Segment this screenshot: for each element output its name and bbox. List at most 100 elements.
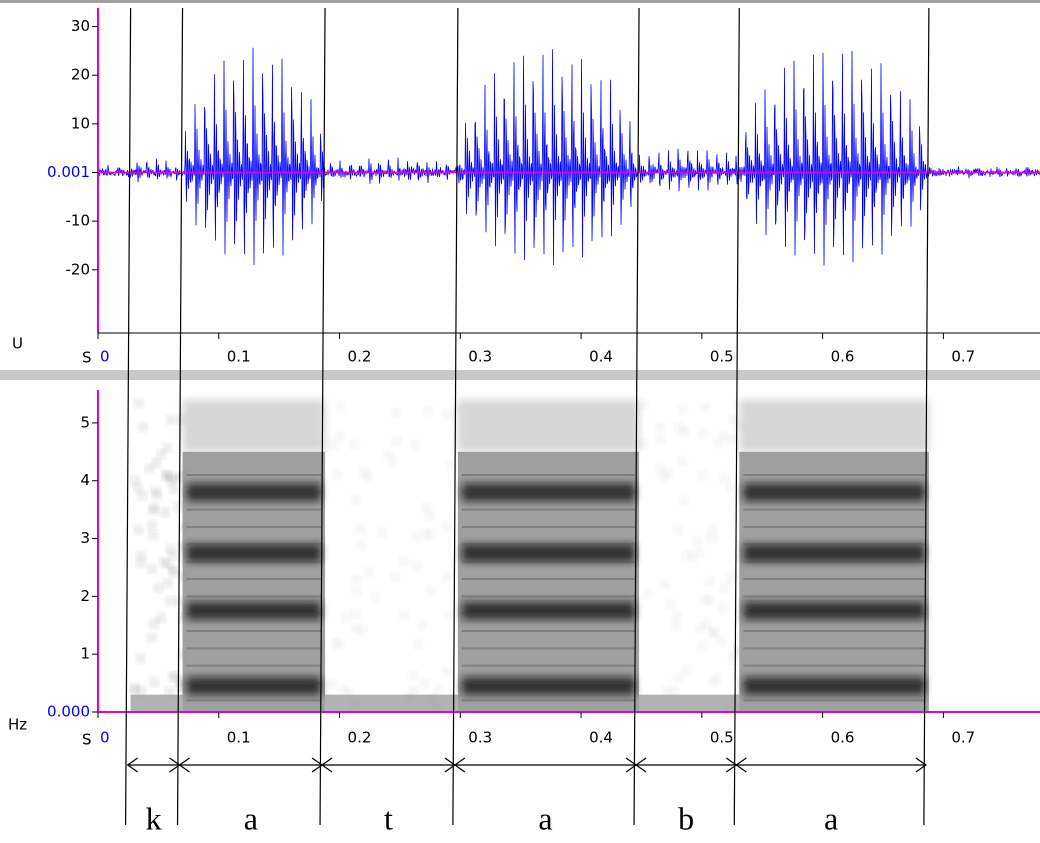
noise (656, 424, 665, 431)
y-tick-label: 0.001 (47, 163, 90, 181)
noise (716, 638, 725, 645)
x-tick-label: 0.4 (589, 729, 613, 747)
segment-label: k (146, 800, 162, 836)
noise (336, 402, 345, 409)
segment-label: b (678, 800, 694, 836)
noise (384, 451, 393, 458)
noise (442, 524, 451, 531)
noise (157, 451, 166, 458)
y-tick-label: 1 (80, 645, 90, 663)
noise (154, 584, 163, 591)
noise (133, 485, 142, 492)
x-tick-label: 0.3 (468, 729, 492, 747)
noise (342, 614, 351, 621)
spectrogram-x-unit: S (82, 731, 92, 749)
noise (163, 444, 172, 451)
x-tick-label: 0.6 (831, 348, 855, 366)
spectrum-fill (182, 399, 326, 452)
noise (421, 680, 430, 687)
noise (412, 533, 421, 540)
noise (371, 593, 380, 600)
y-tick-label: 20 (71, 66, 90, 84)
noise (176, 683, 185, 690)
noise (705, 597, 714, 604)
y-tick-label: 10 (71, 114, 90, 132)
low-band (639, 694, 740, 712)
noise (356, 526, 365, 533)
noise (702, 621, 711, 628)
y-tick-label: 5 (80, 413, 90, 431)
low-band (325, 694, 458, 712)
noise (339, 686, 348, 693)
noise (708, 526, 717, 533)
noise (327, 680, 336, 687)
noise (134, 526, 143, 533)
noise (662, 688, 671, 695)
noise (389, 458, 398, 465)
formant (743, 544, 925, 562)
y-tick-label: 4 (80, 471, 90, 489)
noise (445, 612, 454, 619)
noise (149, 532, 158, 539)
noise (169, 569, 178, 576)
noise (682, 666, 691, 673)
formant (743, 601, 925, 620)
noise (351, 625, 360, 632)
noise (360, 469, 369, 476)
formant (186, 544, 322, 562)
noise (409, 672, 418, 679)
noise (421, 531, 430, 538)
formant (461, 676, 636, 695)
noise (424, 407, 433, 414)
noise (176, 473, 185, 480)
panel-separator (0, 370, 1040, 380)
noise (719, 432, 728, 439)
noise (409, 687, 418, 694)
noise (734, 645, 743, 652)
noise (138, 492, 147, 499)
noise (701, 404, 710, 411)
noise (656, 465, 665, 472)
x-tick-label: 0 (100, 348, 110, 366)
x-tick-label: 0.1 (227, 729, 251, 747)
spectrum-fill (739, 399, 929, 452)
segment-boundary (319, 7, 326, 826)
noise (414, 641, 423, 648)
noise (734, 570, 743, 577)
noise (698, 472, 707, 479)
noise (134, 400, 143, 407)
y-tick-label: 3 (80, 529, 90, 547)
noise (698, 642, 707, 649)
noise (422, 504, 431, 511)
segment-label: a (824, 800, 838, 836)
noise (171, 673, 180, 680)
noise (136, 552, 145, 559)
spectrogram-y-unit: Hz (8, 716, 27, 734)
noise (434, 685, 443, 692)
noise (701, 596, 710, 603)
segment-boundary (923, 7, 930, 826)
noise (345, 688, 354, 695)
noise (152, 460, 161, 467)
formant (461, 544, 636, 562)
noise (156, 614, 165, 621)
noise (442, 574, 451, 581)
noise (664, 469, 673, 476)
noise (695, 625, 704, 632)
noise (639, 401, 648, 408)
noise (720, 584, 729, 591)
noise (147, 521, 156, 528)
segment-boundary (125, 7, 132, 826)
noise (166, 598, 175, 605)
noise (130, 684, 139, 691)
formant (461, 601, 636, 620)
noise (712, 675, 721, 682)
noise (176, 677, 185, 684)
segment-label: t (384, 800, 393, 836)
noise (145, 465, 154, 472)
noise (150, 678, 159, 685)
noise (426, 530, 435, 537)
noise (639, 440, 648, 447)
noise (718, 605, 727, 612)
